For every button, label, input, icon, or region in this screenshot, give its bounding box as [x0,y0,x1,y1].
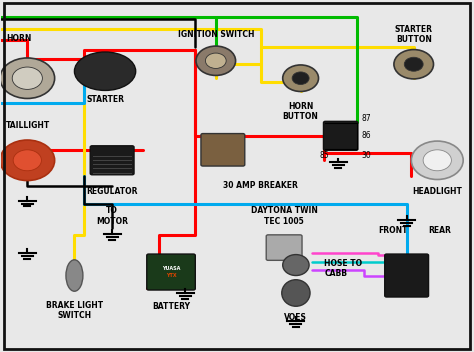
Text: HORN
BUTTON: HORN BUTTON [283,102,319,121]
Ellipse shape [282,280,310,306]
Text: 87: 87 [362,114,372,123]
Circle shape [205,53,226,68]
FancyBboxPatch shape [147,254,195,290]
Text: IGNITION SWITCH: IGNITION SWITCH [178,30,254,39]
Circle shape [0,140,55,181]
Circle shape [411,141,463,180]
Text: YTX: YTX [166,273,176,278]
Circle shape [292,72,309,84]
Circle shape [13,150,41,171]
Text: 30: 30 [362,151,372,159]
Text: 85: 85 [319,151,329,159]
Circle shape [404,57,423,71]
Text: 30 AMP BREAKER: 30 AMP BREAKER [223,181,298,190]
FancyBboxPatch shape [385,254,428,297]
FancyBboxPatch shape [201,133,245,166]
Text: BRAKE LIGHT
SWITCH: BRAKE LIGHT SWITCH [46,301,103,320]
Ellipse shape [74,52,136,90]
Text: HORN: HORN [6,33,31,43]
Text: HOSE TO
CABB: HOSE TO CABB [324,259,362,278]
Ellipse shape [283,254,309,276]
Circle shape [12,67,42,89]
Ellipse shape [66,260,83,291]
Circle shape [196,46,236,75]
Text: FRONT: FRONT [378,226,408,235]
Text: BATTERY: BATTERY [152,302,190,312]
Circle shape [0,58,55,99]
Text: STARTER: STARTER [86,95,124,104]
Text: TO
MOTOR: TO MOTOR [96,207,128,226]
Text: HEADLIGHT: HEADLIGHT [412,187,462,196]
Circle shape [394,50,434,79]
Text: 86: 86 [362,131,372,140]
Circle shape [423,150,451,171]
Circle shape [283,65,319,92]
Text: REAR: REAR [428,226,451,235]
Text: YUASA: YUASA [162,266,180,271]
Text: STARTER
BUTTON: STARTER BUTTON [395,25,433,44]
FancyBboxPatch shape [90,146,134,175]
FancyBboxPatch shape [323,121,358,150]
Text: VOES: VOES [284,313,307,322]
Text: REGULATOR: REGULATOR [86,187,138,196]
Text: DAYTONA TWIN
TEC 1005: DAYTONA TWIN TEC 1005 [251,207,318,226]
FancyBboxPatch shape [266,235,302,260]
Text: TAILLIGHT: TAILLIGHT [6,121,50,130]
